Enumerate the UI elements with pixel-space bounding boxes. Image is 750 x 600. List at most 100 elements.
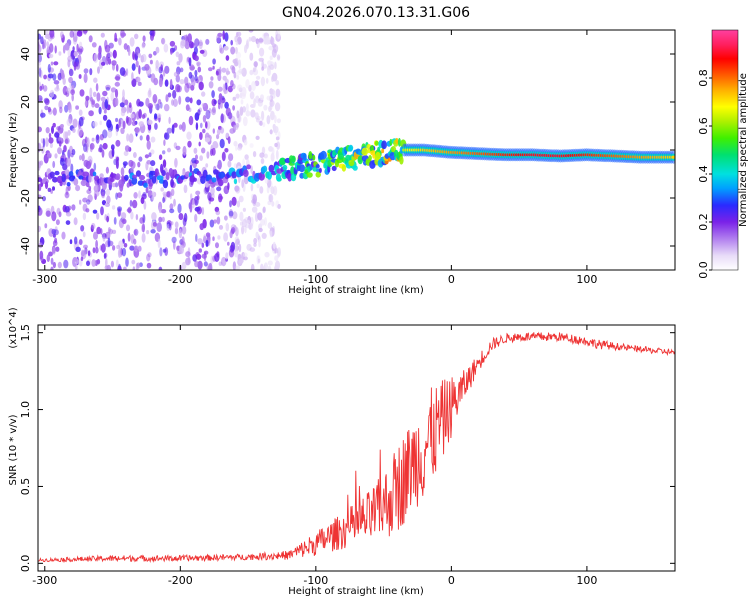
noise-speckle bbox=[183, 184, 188, 194]
noise-speckle bbox=[69, 239, 73, 245]
noise-speckle bbox=[150, 136, 156, 143]
noise-speckle bbox=[205, 121, 208, 129]
noise-speckle bbox=[236, 238, 240, 244]
noise-speckle bbox=[150, 149, 155, 155]
ridge-blob bbox=[352, 165, 358, 171]
noise-speckle bbox=[261, 110, 265, 121]
noise-speckle bbox=[158, 266, 163, 270]
noise-speckle bbox=[166, 127, 173, 134]
noise-speckle bbox=[205, 239, 209, 248]
ridge-core bbox=[671, 155, 675, 159]
noise-speckle bbox=[249, 52, 254, 61]
noise-speckle bbox=[189, 203, 193, 213]
noise-speckle bbox=[60, 31, 64, 39]
noise-speckle bbox=[172, 89, 177, 99]
noise-speckle bbox=[49, 30, 55, 38]
noise-speckle bbox=[71, 93, 74, 102]
ridge-blob bbox=[49, 171, 55, 179]
colorbar-tick-label: 0.6 bbox=[697, 117, 710, 135]
noise-speckle bbox=[150, 73, 156, 83]
noise-speckle bbox=[228, 153, 234, 162]
noise-speckle bbox=[116, 244, 120, 250]
noise-speckle bbox=[197, 260, 203, 270]
noise-speckle bbox=[130, 113, 135, 119]
noise-speckle bbox=[102, 142, 108, 150]
noise-speckle bbox=[249, 247, 256, 252]
snr-multiplier: (x10^4) bbox=[8, 307, 19, 348]
noise-speckle bbox=[212, 58, 216, 65]
noise-speckle bbox=[233, 124, 239, 130]
noise-speckle bbox=[96, 92, 101, 102]
noise-speckle bbox=[71, 148, 76, 156]
noise-speckle bbox=[174, 157, 178, 168]
noise-speckle bbox=[211, 90, 215, 99]
noise-speckle bbox=[146, 140, 151, 150]
noise-speckle bbox=[185, 34, 188, 42]
noise-speckle bbox=[148, 152, 152, 157]
noise-speckle bbox=[180, 40, 185, 49]
noise-speckle bbox=[133, 229, 137, 236]
noise-speckle bbox=[87, 194, 93, 203]
noise-speckle bbox=[137, 76, 141, 83]
noise-speckle bbox=[132, 51, 136, 60]
noise-speckle bbox=[194, 75, 198, 81]
noise-speckle bbox=[195, 78, 199, 84]
noise-speckle bbox=[245, 110, 251, 117]
noise-speckle bbox=[89, 87, 93, 98]
noise-speckle bbox=[195, 190, 201, 196]
ridge-blob bbox=[61, 173, 66, 183]
noise-speckle bbox=[241, 225, 245, 235]
noise-speckle bbox=[38, 126, 42, 133]
noise-speckle bbox=[215, 210, 221, 216]
noise-speckle bbox=[137, 161, 141, 168]
noise-speckle bbox=[274, 260, 281, 270]
noise-speckle bbox=[217, 235, 221, 240]
noise-speckle bbox=[82, 197, 88, 203]
noise-speckle bbox=[121, 212, 127, 220]
ridge-blob bbox=[135, 170, 142, 177]
noise-speckle bbox=[173, 71, 180, 78]
noise-speckle bbox=[182, 145, 187, 156]
noise-speckle bbox=[55, 246, 60, 252]
noise-speckle bbox=[194, 112, 200, 121]
noise-speckle bbox=[162, 248, 167, 253]
noise-speckle bbox=[129, 37, 135, 47]
noise-speckle bbox=[158, 206, 162, 214]
noise-speckle bbox=[89, 142, 95, 150]
noise-speckle bbox=[233, 71, 237, 79]
noise-speckle bbox=[173, 122, 178, 128]
noise-speckle bbox=[83, 143, 88, 153]
noise-speckle bbox=[250, 36, 257, 43]
noise-speckle bbox=[90, 224, 94, 233]
noise-speckle bbox=[227, 136, 231, 145]
snr-y-tick-label: 0.5 bbox=[19, 478, 32, 496]
noise-speckle bbox=[251, 206, 258, 213]
noise-speckle bbox=[178, 228, 183, 239]
noise-speckle bbox=[266, 95, 272, 101]
noise-speckle bbox=[73, 51, 78, 57]
noise-speckle bbox=[130, 211, 134, 220]
noise-speckle bbox=[53, 61, 59, 66]
noise-speckle bbox=[154, 113, 158, 120]
noise-speckle bbox=[236, 74, 240, 80]
spectrogram-y-tick-label: 0 bbox=[19, 147, 32, 154]
ridge-blob bbox=[242, 169, 249, 177]
ridge-blob bbox=[233, 178, 237, 185]
noise-speckle bbox=[163, 139, 166, 146]
noise-speckle bbox=[185, 251, 191, 258]
noise-speckle bbox=[189, 64, 195, 71]
noise-speckle bbox=[275, 30, 278, 38]
noise-speckle bbox=[160, 64, 163, 72]
noise-speckle bbox=[260, 158, 265, 165]
noise-speckle bbox=[100, 61, 106, 66]
noise-speckle bbox=[52, 186, 55, 191]
noise-speckle bbox=[64, 206, 70, 213]
noise-speckle bbox=[79, 199, 82, 205]
noise-speckle bbox=[58, 100, 63, 110]
noise-speckle bbox=[100, 188, 106, 197]
noise-speckle bbox=[162, 191, 167, 196]
noise-speckle bbox=[102, 233, 106, 242]
noise-speckle bbox=[252, 68, 259, 76]
noise-speckle bbox=[146, 230, 150, 235]
noise-speckle bbox=[59, 157, 65, 166]
